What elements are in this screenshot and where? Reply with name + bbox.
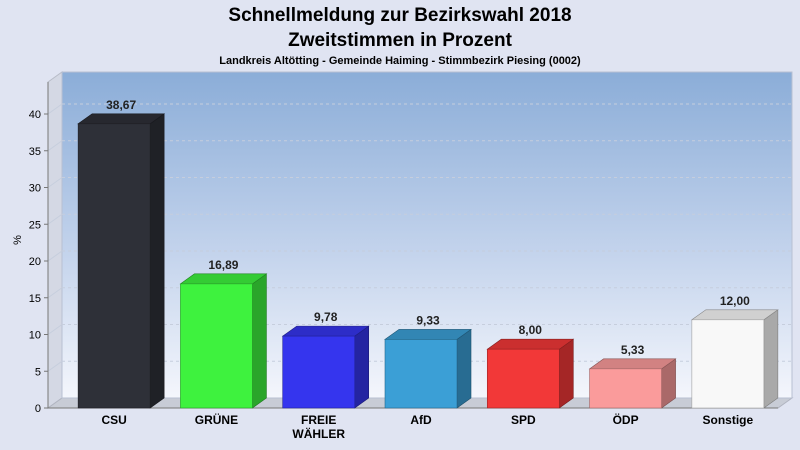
bar-top-6 (690, 309, 779, 321)
chart-title: Schnellmeldung zur Bezirkswahl 2018 (228, 5, 571, 26)
bar-side-1 (252, 273, 267, 409)
bar-front-0 (77, 123, 151, 409)
category-label-0: CSU (101, 413, 126, 427)
gridline-side-7 (47, 140, 63, 152)
bar-1 (179, 273, 268, 409)
y-tick-label-6: 30 (29, 183, 41, 195)
category-label-1: GRÜNE (195, 412, 238, 427)
bar-side-6 (763, 309, 779, 409)
value-labels: 38,67 16,89 9,78 9,33 8,00 5,33 12,00 (106, 98, 750, 357)
gridline-side-1 (47, 360, 63, 372)
value-label-2: 9,78 (314, 310, 338, 324)
y-axis-ticks: 0 5 10 15 20 25 30 35 40 (29, 109, 48, 415)
bar-front-1 (180, 283, 253, 409)
bar-side-4 (558, 338, 574, 409)
y-tick-label-7: 35 (29, 146, 41, 158)
category-label-3: AfD (410, 413, 432, 427)
bar-top-1 (179, 273, 268, 285)
y-tick-label-2: 10 (29, 330, 41, 342)
y-tick-label-3: 15 (29, 293, 41, 305)
bar-0 (77, 113, 166, 409)
value-label-5: 5,33 (621, 343, 645, 357)
bars (77, 113, 779, 409)
value-label-0: 38,67 (106, 98, 136, 112)
bar-5 (588, 358, 677, 409)
value-label-6: 12,00 (720, 294, 750, 308)
bar-top-0 (77, 113, 166, 125)
bar-side-3 (456, 328, 472, 409)
y-tick-label-4: 20 (29, 256, 41, 268)
y-axis-label: % (12, 235, 24, 245)
gridline-side-5 (47, 213, 63, 225)
gridline-side-8 (47, 103, 63, 115)
category-label-6: Sonstige (703, 413, 754, 427)
bar-front-6 (691, 319, 765, 409)
value-label-3: 9,33 (416, 313, 440, 327)
y-tick-label-5: 25 (29, 219, 41, 231)
bar-4 (486, 338, 575, 409)
y-tick-label-0: 0 (35, 403, 41, 415)
y-tick-label-8: 40 (29, 109, 41, 121)
bar-front-2 (282, 335, 356, 409)
x-axis-categories: CSU GRÜNE FREIE WÄHLER AfD SPD ÖDP Sonstige (101, 412, 753, 441)
plot-side-wall (47, 71, 63, 409)
bar-side-0 (149, 113, 165, 409)
bar-front-5 (589, 368, 662, 409)
chart-subtitle: Zweitstimmen in Prozent (288, 30, 512, 51)
category-label-5: ÖDP (613, 412, 639, 427)
gridline-side-2 (47, 324, 63, 335)
bar-top-3 (384, 329, 472, 340)
bar-front-4 (486, 348, 560, 409)
bar-top-2 (281, 325, 370, 337)
y-tick-label-1: 5 (35, 366, 41, 378)
bar-side-2 (354, 325, 370, 409)
gridline-side-6 (47, 177, 63, 188)
bar-top-4 (486, 338, 575, 350)
gridline-side-4 (47, 250, 63, 262)
value-label-1: 16,89 (208, 258, 238, 272)
bar-6 (690, 309, 779, 409)
chart-caption: Landkreis Altötting - Gemeinde Haiming -… (219, 55, 581, 67)
gridline-side-3 (47, 287, 63, 299)
value-label-4: 8,00 (519, 323, 543, 337)
bar-2 (281, 325, 370, 409)
category-label-2: FREIE WÄHLER (292, 413, 345, 441)
bar-front-3 (384, 339, 458, 409)
category-label-4: SPD (511, 413, 536, 427)
bar-3 (384, 328, 472, 409)
bar-top-5 (588, 358, 677, 370)
